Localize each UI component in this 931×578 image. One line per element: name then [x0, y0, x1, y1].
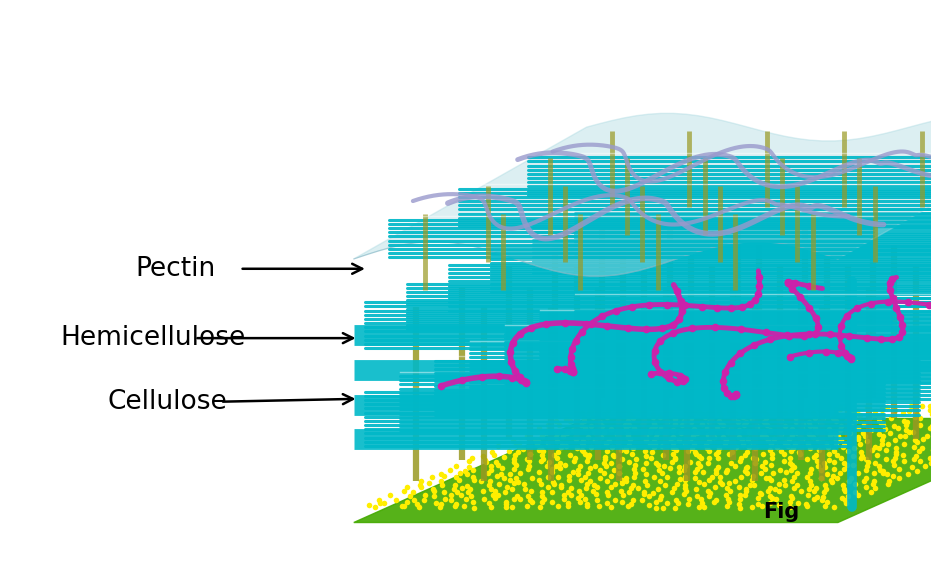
- Text: Fig: Fig: [763, 502, 800, 521]
- Text: Hemicellulose: Hemicellulose: [61, 325, 246, 351]
- Polygon shape: [354, 113, 931, 276]
- Polygon shape: [354, 418, 931, 523]
- Text: Pectin: Pectin: [135, 256, 215, 281]
- Text: Cellulose: Cellulose: [107, 389, 227, 414]
